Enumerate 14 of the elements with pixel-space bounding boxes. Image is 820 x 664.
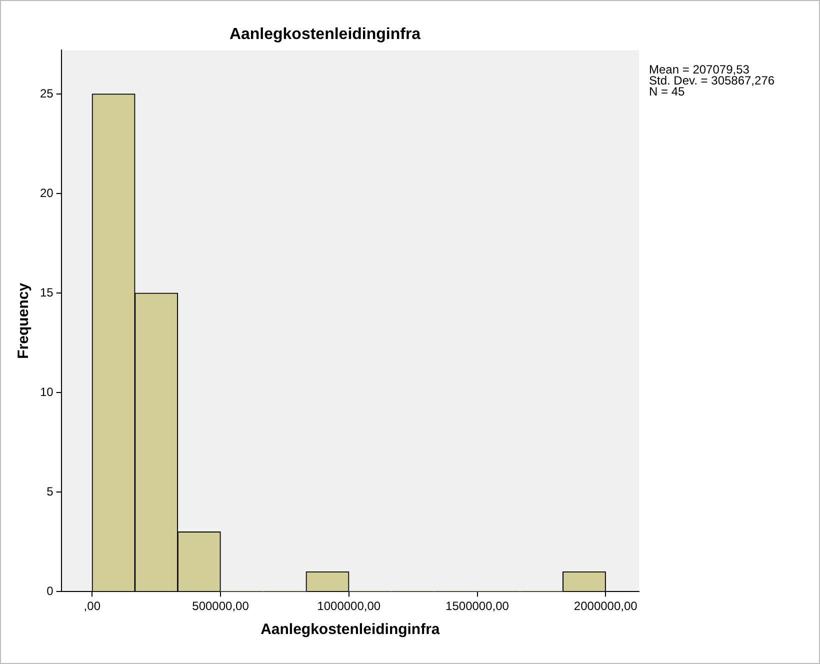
- y-tick-label: 20: [40, 186, 54, 200]
- x-tick-label: ,00: [84, 599, 101, 614]
- x-tick-label: 1500000,00: [446, 599, 510, 614]
- chart-title: Aanlegkostenleidinginfra: [229, 26, 421, 44]
- y-tick-label: 25: [40, 86, 54, 100]
- y-tick-label: 0: [46, 584, 54, 598]
- x-tick-label: 500000,00: [192, 599, 250, 614]
- x-tick-label: 1000000,00: [317, 599, 381, 614]
- y-tick-label: 10: [40, 384, 54, 399]
- x-tick-label: 2000000,00: [574, 599, 638, 614]
- x-axis-title: Aanlegkostenleidinginfra: [260, 621, 440, 638]
- y-tick-label: 5: [46, 484, 54, 498]
- y-axis-title: Frequency: [15, 282, 32, 359]
- y-tick-label: 15: [40, 285, 54, 300]
